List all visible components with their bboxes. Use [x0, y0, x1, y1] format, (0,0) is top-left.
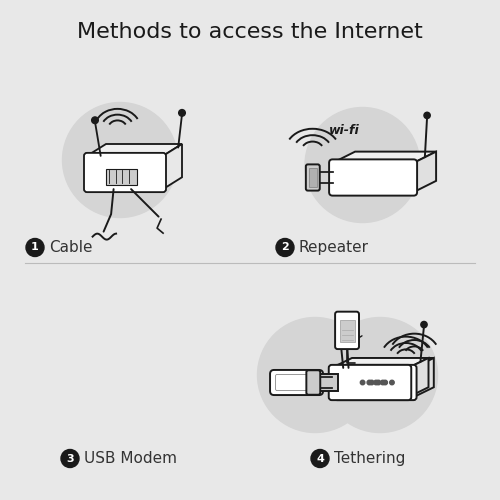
FancyBboxPatch shape: [340, 320, 354, 342]
Circle shape: [383, 380, 388, 385]
Polygon shape: [414, 152, 436, 192]
Circle shape: [311, 450, 329, 468]
Text: Repeater: Repeater: [299, 240, 369, 255]
Circle shape: [380, 380, 385, 385]
Text: Methods to access the Internet: Methods to access the Internet: [77, 22, 423, 42]
Circle shape: [92, 117, 98, 123]
FancyBboxPatch shape: [329, 160, 417, 196]
FancyBboxPatch shape: [306, 370, 320, 394]
Polygon shape: [332, 152, 436, 163]
Circle shape: [276, 238, 294, 256]
Polygon shape: [337, 358, 434, 368]
Circle shape: [367, 380, 372, 385]
Polygon shape: [87, 144, 182, 156]
FancyBboxPatch shape: [106, 168, 137, 184]
Text: Tethering: Tethering: [334, 451, 406, 466]
Circle shape: [336, 328, 343, 334]
Circle shape: [374, 380, 378, 385]
FancyBboxPatch shape: [329, 365, 411, 400]
FancyBboxPatch shape: [306, 164, 320, 190]
Circle shape: [178, 110, 186, 116]
Circle shape: [305, 108, 420, 222]
Circle shape: [62, 102, 178, 218]
Text: 3: 3: [66, 454, 74, 464]
Text: 2: 2: [281, 242, 289, 252]
Text: 4: 4: [316, 454, 324, 464]
Circle shape: [343, 325, 349, 332]
Text: USB Modem: USB Modem: [84, 451, 177, 466]
Text: Cable: Cable: [49, 240, 92, 255]
Circle shape: [421, 322, 427, 328]
Polygon shape: [414, 358, 434, 397]
FancyBboxPatch shape: [334, 365, 416, 400]
Circle shape: [322, 318, 438, 432]
Circle shape: [424, 112, 430, 118]
Polygon shape: [163, 144, 182, 189]
FancyBboxPatch shape: [84, 153, 166, 192]
FancyBboxPatch shape: [335, 312, 359, 349]
Circle shape: [360, 380, 365, 385]
Text: 1: 1: [31, 242, 39, 252]
Circle shape: [258, 318, 372, 432]
Circle shape: [390, 380, 394, 385]
Text: wi-fi: wi-fi: [330, 124, 360, 137]
Circle shape: [26, 238, 44, 256]
Circle shape: [376, 380, 380, 385]
Circle shape: [370, 380, 374, 385]
Circle shape: [61, 450, 79, 468]
FancyBboxPatch shape: [270, 370, 323, 395]
FancyBboxPatch shape: [308, 168, 317, 187]
Polygon shape: [332, 358, 428, 368]
FancyBboxPatch shape: [318, 374, 338, 390]
Polygon shape: [408, 358, 428, 397]
